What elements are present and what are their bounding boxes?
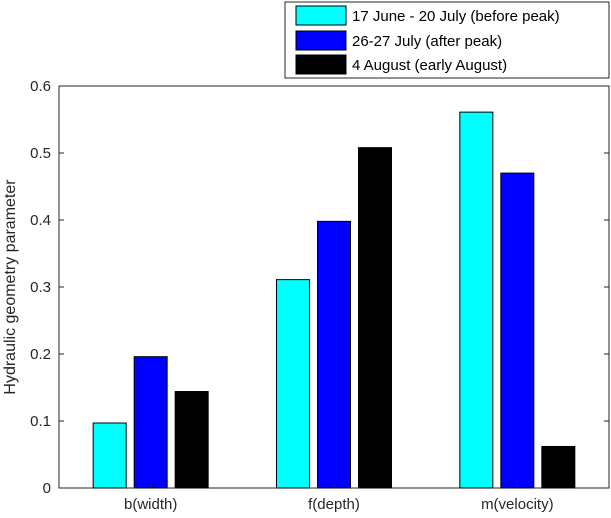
legend-label-0: 17 June - 20 July (before peak): [352, 8, 560, 25]
y-tick-label: 0.1: [30, 413, 51, 430]
legend-label-2: 4 August (early August): [352, 57, 507, 74]
y-tick-label: 0.4: [30, 212, 51, 229]
bars-group: [92, 111, 576, 489]
y-tick-label: 0.2: [30, 346, 51, 363]
y-axis-label: Hydraulic geometry parameter: [2, 179, 19, 395]
bar-series-2-fdepth: [358, 147, 392, 489]
legend-swatch-2: [295, 54, 347, 75]
y-tick-label: 0: [43, 480, 51, 497]
legend: 17 June - 20 July (before peak) 26-27 Ju…: [284, 1, 610, 79]
y-tick-label: 0.6: [30, 78, 51, 95]
x-tick-label: b(width): [124, 496, 177, 513]
bar-series-0-fdepth: [276, 279, 310, 489]
bar-series-0-bwidth: [92, 422, 127, 489]
y-axis: 0 0.1 0.2 0.3 0.4 0.5 0.6: [30, 78, 609, 497]
legend-label-1: 26-27 July (after peak): [352, 33, 502, 50]
y-tick-label: 0.5: [30, 145, 51, 162]
bar-series-1-bwidth: [133, 356, 168, 489]
legend-swatch-1: [295, 30, 347, 51]
bar-series-2-mvelocity: [541, 445, 576, 489]
legend-swatch-0: [295, 5, 347, 26]
bar-series-1-mvelocity: [500, 172, 535, 489]
y-tick-label: 0.3: [30, 279, 51, 296]
x-tick-label: f(depth): [308, 496, 360, 513]
bar-series-1-fdepth: [317, 220, 351, 489]
x-tick-label: m(velocity): [481, 496, 554, 513]
bar-series-2-bwidth: [174, 391, 209, 489]
x-axis: b(width) f(depth) m(velocity): [124, 483, 554, 513]
bar-series-0-mvelocity: [459, 111, 494, 489]
